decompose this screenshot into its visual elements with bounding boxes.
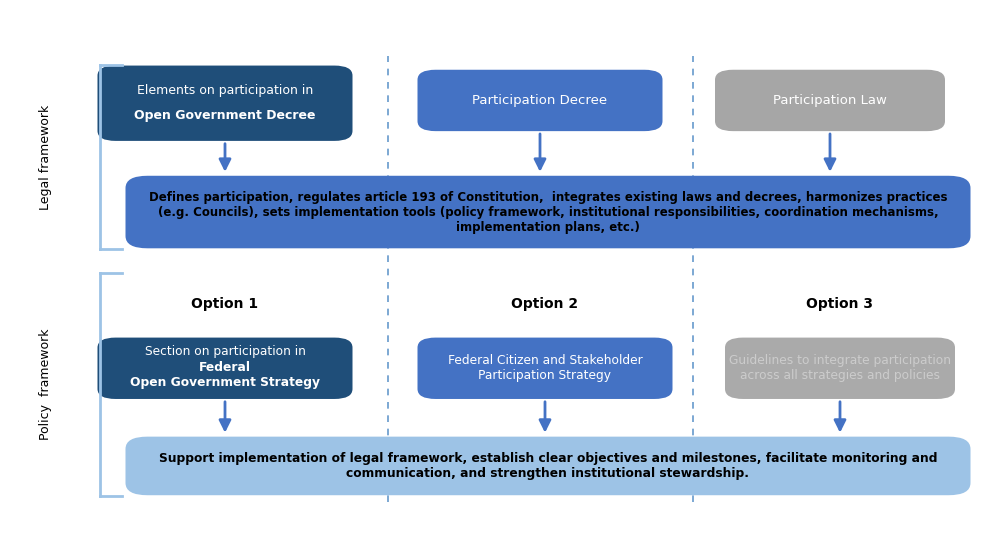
- FancyBboxPatch shape: [418, 338, 673, 399]
- FancyBboxPatch shape: [98, 338, 353, 399]
- FancyBboxPatch shape: [715, 70, 945, 131]
- Text: Elements on participation in: Elements on participation in: [137, 84, 313, 98]
- Text: Option 2: Option 2: [511, 297, 579, 311]
- Text: Participation Decree: Participation Decree: [472, 94, 608, 107]
- FancyBboxPatch shape: [418, 70, 663, 131]
- Text: Policy  framework: Policy framework: [38, 329, 52, 440]
- Text: Support implementation of legal framework, establish clear objectives and milest: Support implementation of legal framewor…: [159, 452, 937, 480]
- Text: Guidelines to integrate participation
across all strategies and policies: Guidelines to integrate participation ac…: [729, 354, 951, 382]
- Text: Defines participation, regulates article 193 of Constitution,  integrates existi: Defines participation, regulates article…: [149, 190, 947, 234]
- FancyBboxPatch shape: [98, 66, 353, 141]
- FancyBboxPatch shape: [725, 338, 955, 399]
- FancyBboxPatch shape: [126, 436, 970, 496]
- Text: Open Government Decree: Open Government Decree: [134, 109, 316, 122]
- Text: Participation Law: Participation Law: [773, 94, 887, 107]
- Text: Federal
Open Government Strategy: Federal Open Government Strategy: [130, 361, 320, 389]
- Text: Option 1: Option 1: [191, 297, 259, 311]
- Text: Section on participation in: Section on participation in: [145, 345, 305, 358]
- Text: Legal framework: Legal framework: [38, 105, 52, 210]
- Text: Federal Citizen and Stakeholder
Participation Strategy: Federal Citizen and Stakeholder Particip…: [448, 354, 642, 382]
- FancyBboxPatch shape: [126, 176, 970, 248]
- Text: Option 3: Option 3: [806, 297, 874, 311]
